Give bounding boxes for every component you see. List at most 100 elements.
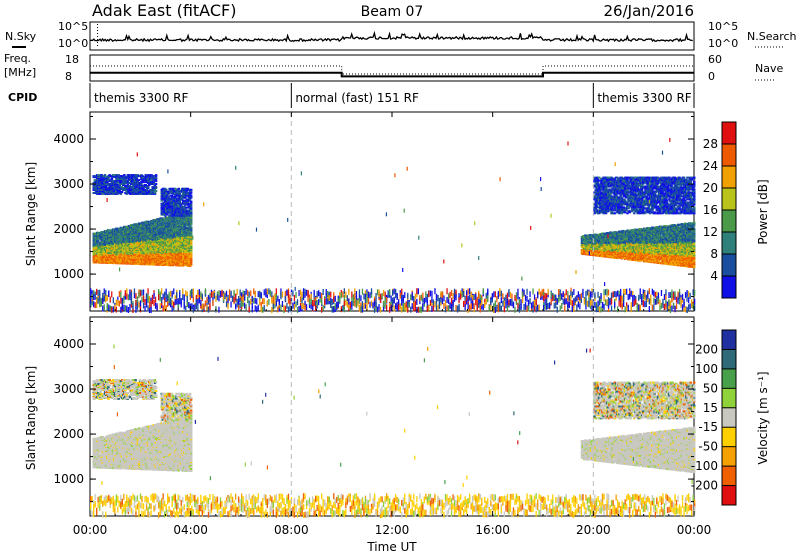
echo-cell: [120, 175, 124, 178]
echo-cell: [149, 192, 152, 195]
echo-cell: [167, 195, 170, 198]
echo-cell: [171, 197, 175, 200]
cpid-segment-label: themis 3300 RF: [597, 91, 691, 105]
echo-cell: [177, 207, 180, 210]
echo-cell: [178, 189, 182, 192]
nsky-bottom-tick: 10^0: [58, 37, 88, 50]
nsearch-bottom-tick: 10^0: [708, 37, 738, 50]
station-title: Adak East (fitACF): [92, 1, 236, 20]
echo-cell: [123, 174, 126, 177]
echo-cell: [184, 208, 187, 211]
nsky-top-tick: 10^5: [58, 20, 88, 33]
echo-cell: [189, 209, 193, 212]
echo-cell: [166, 216, 169, 219]
echo-cell: [94, 186, 98, 188]
echo-cell: [122, 178, 125, 181]
echo-cell: [141, 175, 144, 178]
echo-cell: [150, 181, 153, 184]
echo-cell: [100, 187, 103, 189]
echo-cell: [92, 192, 95, 194]
echo-cell: [166, 213, 169, 216]
echo-cell: [122, 180, 125, 183]
cpid-row: themis 3300 RF normal (fast) 151 RF themis…: [94, 83, 692, 108]
echo-cell: [161, 206, 165, 209]
echo-cell: [112, 190, 116, 192]
echo-cell: [93, 179, 97, 182]
nave-series: [90, 65, 694, 75]
echo-cell: [189, 263, 193, 265]
echo-cell: [185, 194, 188, 197]
echo-cell: [143, 189, 146, 191]
echo-cell: [154, 190, 158, 192]
frequency-series: [90, 71, 694, 78]
echo-cell: [621, 229, 624, 232]
echo-cell: [137, 179, 141, 182]
date-title: 26/Jan/2016: [604, 2, 695, 20]
cpid-label: CPID: [8, 91, 37, 104]
echo-cell: [189, 207, 193, 210]
echo-cell: [103, 174, 107, 177]
echo-cell: [189, 188, 193, 191]
frequency-panel: [89, 54, 695, 82]
echo-cell: [189, 191, 193, 194]
echo-cell: [154, 180, 158, 183]
noise-trace: [89, 24, 693, 48]
cpid-segment-label: normal (fast) 151 RF: [295, 91, 419, 105]
echo-cell: [154, 225, 158, 227]
echo-cell: [148, 220, 151, 223]
beam-title: Beam 07: [361, 4, 424, 20]
echo-cell: [105, 185, 108, 187]
echo-cell: [185, 189, 188, 192]
echo-cell: [178, 200, 182, 203]
power-echoes: [90, 137, 696, 314]
echo-cell: [154, 174, 158, 177]
echo-cell: [178, 192, 182, 195]
nave-bottom-tick: 0: [708, 70, 715, 83]
echo-cell: [189, 203, 193, 206]
echo-cell: [100, 177, 103, 180]
echo-cell: [106, 191, 109, 193]
nave-top-tick: 60: [708, 53, 722, 66]
echo-cell: [150, 189, 153, 191]
echo-cell: [93, 175, 97, 178]
echo-cell: [111, 192, 115, 195]
freq-label: Freq.: [4, 52, 31, 65]
echo-cell: [171, 195, 175, 198]
echo-cell: [116, 184, 119, 186]
echo-cell: [183, 199, 186, 202]
nsky-label: N.Sky: [5, 30, 37, 43]
echo-cell: [189, 235, 193, 238]
echo-cell: [135, 178, 139, 181]
echo-cell: [154, 183, 158, 185]
echo-cell: [131, 174, 134, 177]
echo-cell: [189, 258, 193, 260]
echo-cell: [177, 187, 180, 190]
echo-cell: [112, 186, 116, 188]
echo-cell: [135, 189, 139, 191]
nsky-series: [89, 30, 693, 43]
cpid-segment-label: themis 3300 RF: [94, 91, 188, 105]
echo-cell: [178, 211, 182, 214]
freq-bottom-tick: 8: [65, 70, 72, 83]
echo-cell: [182, 207, 185, 210]
nsearch-top-tick: 10^5: [708, 20, 738, 33]
echo-cell: [180, 205, 184, 208]
echo-cell: [180, 194, 184, 197]
echo-cell: [148, 259, 151, 262]
freq-unit-label: [MHz]: [4, 66, 36, 79]
noise-panel: [89, 21, 695, 51]
echo-cell: [189, 194, 193, 197]
echo-cell: [109, 175, 112, 178]
echo-cell: [150, 179, 153, 182]
echo-cell: [140, 183, 143, 185]
echo-cell: [189, 238, 193, 241]
nsearch-label: N.Search: [747, 30, 797, 43]
echo-cell: [184, 214, 187, 217]
echo-cell: [189, 200, 193, 203]
echo-cell: [184, 196, 187, 199]
echo-cell: [189, 220, 193, 223]
echo-cell: [111, 180, 115, 183]
echo-cell: [99, 192, 102, 195]
echo-cell: [189, 226, 193, 229]
